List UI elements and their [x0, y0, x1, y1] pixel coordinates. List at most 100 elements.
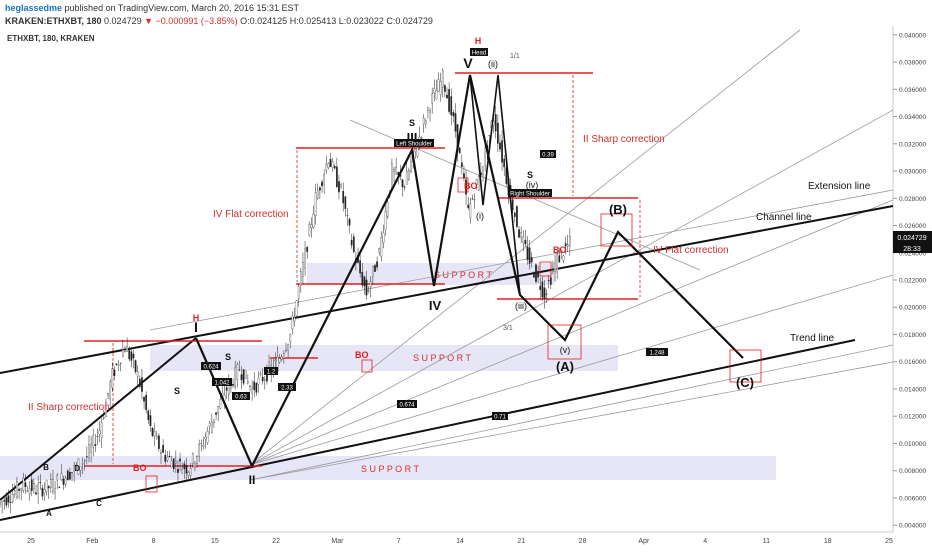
price-tag-text: 0.024729 [897, 235, 926, 242]
price-axis[interactable]: 0.040000 0.038000 0.036000 0.034000 0.032000… [893, 32, 926, 530]
wave-label-v: V [463, 55, 473, 71]
pattern-tags: Head Left Shoulder Right Shoulder [394, 48, 552, 198]
candle-body [304, 248, 306, 269]
candle-body [384, 211, 387, 230]
candle-body [537, 270, 539, 278]
price-chart-svg[interactable]: ETHXBT, 180, KRAKEN S U P P O R T S U P … [0, 26, 932, 550]
candle-body [325, 163, 328, 171]
candle-body [221, 393, 224, 396]
candle-body [363, 276, 366, 287]
candle-body [278, 358, 281, 363]
candle-body [1, 501, 3, 505]
candle-body [427, 107, 429, 111]
chart-area[interactable]: ETHXBT, 180, KRAKEN S U P P O R T S U P … [0, 26, 932, 550]
candle-body [287, 344, 289, 351]
candle-body [439, 81, 442, 95]
bo-label-2: BO [355, 350, 369, 360]
fib-text-063: 0.63 [235, 395, 247, 401]
candle-body [530, 257, 533, 263]
y-tick-label: 0.034000 [899, 114, 926, 121]
candle-body [153, 430, 156, 437]
breakout-labels: BO BO BO BO [133, 181, 567, 473]
candle-body [126, 346, 128, 352]
candle-body [136, 371, 139, 377]
candle-body [160, 452, 162, 454]
candle-body [499, 142, 501, 150]
candle-body [100, 422, 103, 438]
candle-body [274, 359, 277, 361]
y-tick-label: 0.012000 [899, 414, 926, 421]
bo-label-1: BO [133, 463, 147, 473]
box-bo-1 [145, 475, 158, 493]
candle-body [189, 468, 192, 476]
candle-body [340, 184, 342, 188]
x-tick-label: 28 [579, 538, 587, 545]
candle-body [143, 397, 145, 402]
author-name[interactable]: heglassedme [5, 3, 63, 13]
candle-body [92, 435, 95, 448]
candle-body [312, 214, 315, 228]
candle-body [105, 401, 107, 417]
fib-tag-039 [540, 150, 556, 158]
y-tick-label: 0.022000 [899, 278, 926, 285]
fib-tag-071 [492, 412, 508, 420]
fan-line-4 [249, 274, 894, 466]
shoulder-s-label-2: S [527, 170, 533, 180]
candle-body [102, 417, 105, 419]
candle-body [549, 277, 552, 285]
y-tick-label: 0.026000 [899, 223, 926, 230]
wave-label-iv: IV [429, 298, 442, 313]
candle-body [441, 70, 444, 88]
candle-body [122, 349, 124, 357]
y-tick-label: 0.010000 [899, 441, 926, 448]
candle-body [268, 362, 270, 368]
fib-tag-063 [232, 392, 250, 400]
trend-line-label: Trend line [790, 333, 835, 344]
candle-body [467, 204, 470, 209]
extension-line-label: Extension line [808, 181, 871, 192]
candle-body [124, 349, 126, 353]
head-tag-text: Head [472, 51, 486, 57]
candle-body [79, 466, 82, 471]
x-tick-label: Apr [638, 538, 650, 545]
x-tick-label: 15 [211, 538, 219, 545]
candle-body [501, 140, 503, 163]
candle-body [469, 203, 472, 218]
candle-body [232, 383, 234, 386]
candle-body [539, 285, 542, 290]
candle-body [365, 279, 368, 296]
candle-body [172, 458, 175, 470]
support-label-mid: S U P P O R T [413, 353, 472, 363]
x-tick-label: Mar [331, 538, 344, 545]
candle-body [482, 166, 484, 175]
x-tick-label: 22 [272, 538, 280, 545]
y-tick-label: 0.004000 [899, 523, 926, 530]
candle-body [566, 244, 569, 247]
wave-label-i: I [194, 319, 198, 335]
candle-body [107, 393, 109, 396]
time-axis[interactable]: 25 Feb 8 15 22 Mar 7 14 21 28 Apr 4 11 18 25 [27, 538, 893, 545]
x-tick-label: 7 [397, 538, 401, 545]
candle-body [200, 443, 203, 445]
x-tick-label: Feb [86, 538, 98, 545]
candle-body [69, 471, 71, 480]
symbol-label: KRAKEN:ETHXBT, 180 [5, 16, 102, 26]
candle-body [429, 110, 431, 113]
candle-body [109, 381, 112, 399]
candle-body [145, 394, 148, 411]
wave-label-c: (C) [736, 375, 754, 390]
box-wave-a [547, 324, 582, 360]
wave-label-iii: III [407, 130, 418, 145]
candle-body [128, 349, 131, 360]
candle-body [151, 427, 154, 436]
candle-body [348, 219, 351, 226]
point-a-label: A [46, 509, 52, 518]
candle-body [435, 90, 438, 100]
candle-body [346, 214, 349, 216]
candle-body [308, 224, 311, 237]
point-b-label: B [43, 463, 49, 472]
candle-body [261, 376, 264, 382]
left-shoulder-tag-text: Left Shoulder [396, 142, 432, 148]
candle-body [414, 148, 417, 153]
candle-body [378, 248, 381, 253]
